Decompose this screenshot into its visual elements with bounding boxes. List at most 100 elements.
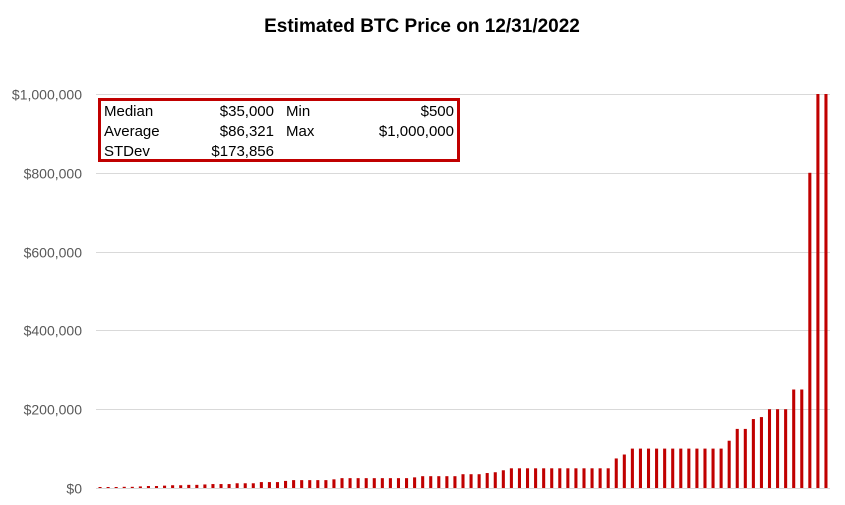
min-label: Min: [286, 103, 311, 120]
average-label: Average: [104, 123, 160, 140]
bar: [284, 480, 288, 488]
bar: [582, 468, 586, 488]
stats-row-median-min: Median $35,000 Min $500: [101, 102, 457, 122]
bar: [800, 389, 804, 488]
bar: [348, 478, 352, 488]
bar: [332, 479, 336, 488]
bar: [695, 448, 699, 488]
bar: [243, 483, 247, 488]
bar: [655, 448, 659, 488]
bar: [687, 448, 691, 488]
bar: [663, 448, 667, 488]
bar: [275, 482, 280, 488]
bar: [614, 458, 618, 488]
bar: [566, 468, 570, 488]
bar: [146, 486, 150, 488]
bar: [356, 478, 360, 488]
bar: [227, 484, 231, 488]
max-value: $1,000,000: [378, 123, 454, 140]
bar: [163, 485, 167, 488]
stats-box: Median $35,000 Min $500 Average $86,321 …: [98, 98, 460, 162]
bar: [324, 480, 328, 488]
bar: [759, 417, 763, 488]
y-tick-label: $0: [66, 481, 82, 497]
y-tick-label: $400,000: [24, 323, 83, 339]
min-value: $500: [420, 103, 454, 120]
bar: [679, 448, 683, 488]
bar: [292, 480, 296, 488]
bar: [251, 483, 255, 488]
median-value: $35,000: [219, 103, 274, 120]
max-label: Max: [286, 123, 315, 140]
bar: [211, 484, 215, 488]
bar: [767, 409, 772, 488]
bar: [630, 448, 634, 488]
bar: [792, 389, 796, 488]
y-axis-ticks: $0 $200,000 $400,000 $600,000 $800,000 $1,000…: [12, 87, 82, 497]
gridlines: [96, 94, 830, 489]
bar: [606, 468, 610, 488]
bar: [445, 476, 449, 488]
median-label: Median: [104, 103, 154, 120]
stdev-label: STDev: [104, 143, 150, 160]
bar: [550, 468, 554, 488]
bar: [727, 440, 731, 488]
stats-row-average-max: Average $86,321 Max $1,000,000: [101, 122, 457, 142]
bar: [824, 94, 828, 488]
bar: [469, 474, 473, 488]
bar: [711, 448, 715, 488]
bar: [671, 448, 675, 488]
bar: [485, 473, 489, 488]
bar: [816, 94, 820, 488]
bar: [743, 428, 747, 488]
bar: [784, 409, 788, 488]
bar: [429, 476, 433, 488]
bar: [558, 468, 562, 488]
bar: [501, 470, 505, 488]
y-tick-label: $800,000: [24, 166, 83, 182]
y-tick-label: $200,000: [24, 402, 83, 418]
bar: [396, 478, 401, 488]
bar: [235, 483, 239, 488]
bar: [364, 478, 368, 488]
bar-series: [98, 94, 828, 489]
bar: [372, 478, 376, 488]
bar: [646, 448, 651, 488]
bar: [300, 480, 304, 488]
bar: [267, 482, 271, 488]
bar: [114, 487, 118, 488]
bar: [171, 485, 175, 488]
bar: [622, 454, 626, 488]
bar: [574, 468, 578, 488]
bar: [154, 486, 159, 488]
bar: [703, 448, 707, 488]
stdev-value: $173,856: [211, 143, 274, 160]
bar: [195, 484, 199, 488]
bar: [421, 476, 425, 488]
bar: [477, 474, 481, 488]
chart-title: Estimated BTC Price on 12/31/2022: [264, 16, 580, 37]
bar: [308, 480, 312, 488]
bar: [509, 468, 513, 488]
bar: [122, 486, 126, 488]
bar: [719, 448, 723, 488]
bar: [405, 478, 409, 488]
bar: [525, 468, 530, 488]
bar: [130, 486, 134, 488]
bar: [735, 428, 739, 488]
bar: [776, 409, 780, 488]
bar: [259, 482, 263, 488]
bar: [316, 480, 320, 488]
bar: [413, 477, 417, 488]
y-tick-label: $600,000: [24, 245, 83, 261]
bar: [638, 448, 642, 488]
bar: [453, 476, 457, 488]
average-value: $86,321: [219, 123, 274, 140]
bar: [98, 487, 102, 488]
y-tick-label: $1,000,000: [12, 87, 82, 103]
bar: [598, 468, 602, 488]
bar: [388, 478, 392, 488]
bar: [203, 484, 207, 488]
bar: [187, 484, 191, 488]
